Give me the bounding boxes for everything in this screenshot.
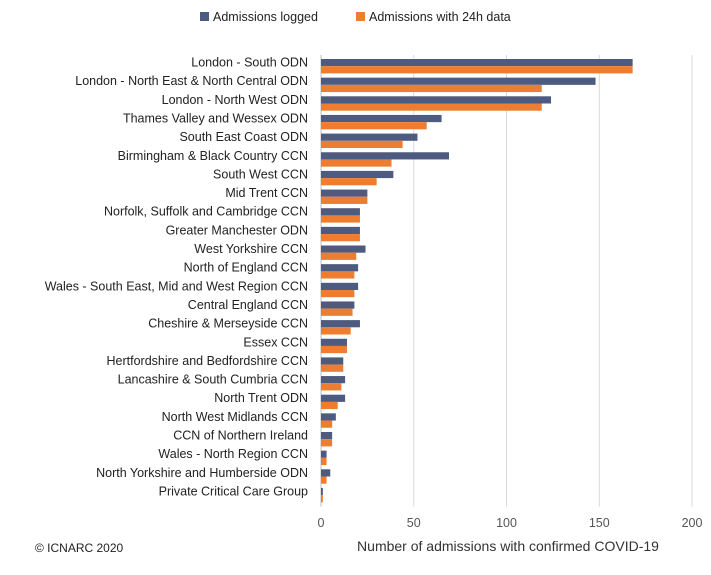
category-label: Wales - North Region CCN xyxy=(158,447,308,461)
bar-admissions-24h xyxy=(321,196,368,204)
bar-admissions-logged xyxy=(321,282,359,290)
bar-admissions-24h xyxy=(321,103,542,111)
bar-admissions-24h xyxy=(321,420,333,428)
bar-admissions-logged xyxy=(321,394,346,402)
bar-admissions-logged xyxy=(321,264,359,272)
bar-admissions-logged xyxy=(321,152,449,160)
grid-lines xyxy=(320,55,693,507)
bar-admissions-logged xyxy=(321,301,355,309)
bar-admissions-logged xyxy=(321,469,331,477)
category-label: London - North East & North Central ODN xyxy=(75,74,308,88)
legend-label: Admissions with 24h data xyxy=(369,10,511,24)
bar-admissions-logged xyxy=(321,357,344,365)
category-label: Norfolk, Suffolk and Cambridge CCN xyxy=(104,205,308,219)
category-label: Lancashire & South Cumbria CCN xyxy=(118,373,308,387)
bars xyxy=(321,59,633,503)
category-labels: London - South ODN London - North East & … xyxy=(45,56,308,499)
category-label: South East Coast ODN xyxy=(179,130,308,144)
bar-admissions-logged xyxy=(321,208,360,216)
bar-admissions-24h xyxy=(321,457,327,466)
category-label: Central England CCN xyxy=(188,298,308,312)
bar-admissions-logged xyxy=(321,413,336,421)
bar-admissions-24h xyxy=(321,327,351,335)
category-label: Mid Trent CCN xyxy=(225,186,308,200)
bar-admissions-24h xyxy=(321,234,360,242)
category-label: London - North West ODN xyxy=(162,93,308,107)
category-label: Hertfordshire and Bedfordshire CCN xyxy=(107,354,308,368)
bar-admissions-logged xyxy=(321,450,327,458)
x-tick-label: 200 xyxy=(682,516,703,530)
bar-admissions-24h xyxy=(321,345,347,354)
bar-admissions-logged xyxy=(321,226,360,235)
category-label: North of England CCN xyxy=(184,261,308,275)
bar-admissions-24h xyxy=(321,308,353,316)
legend: Admissions logged Admissions with 24h dat… xyxy=(200,10,511,24)
x-tick-labels: 0 50 100 150 200 xyxy=(318,516,703,530)
bar-admissions-24h xyxy=(321,215,360,223)
legend-swatch xyxy=(356,12,365,21)
x-axis-title: Number of admissions with confirmed COVI… xyxy=(357,538,659,554)
bar-admissions-24h xyxy=(321,159,392,167)
bar-admissions-24h xyxy=(321,439,333,447)
category-label: Private Critical Care Group xyxy=(159,484,308,498)
bar-admissions-24h xyxy=(321,178,377,186)
bar-admissions-24h xyxy=(321,140,403,148)
x-tick-label: 50 xyxy=(407,516,421,530)
bar-admissions-24h xyxy=(321,476,327,484)
category-label: CCN of Northern Ireland xyxy=(173,429,308,443)
legend-label: Admissions logged xyxy=(213,10,318,24)
x-tick-label: 150 xyxy=(589,516,610,530)
bar-admissions-24h xyxy=(321,84,542,93)
bar-admissions-logged xyxy=(321,96,552,104)
bar-admissions-24h xyxy=(321,122,427,130)
bar-admissions-24h xyxy=(321,271,355,279)
bar-admissions-logged xyxy=(321,338,347,346)
bar-admissions-logged xyxy=(321,320,360,328)
bar-admissions-logged xyxy=(321,376,346,384)
bar-admissions-24h xyxy=(321,383,342,391)
bar-admissions-logged xyxy=(321,245,366,253)
bar-admissions-24h xyxy=(321,495,323,503)
category-label: Thames Valley and Wessex ODN xyxy=(123,111,308,125)
category-label: Birmingham & Black Country CCN xyxy=(118,149,308,163)
category-label: Greater Manchester ODN xyxy=(166,223,308,237)
category-label: South West CCN xyxy=(213,167,308,181)
bar-admissions-logged xyxy=(321,487,323,496)
category-label: North Trent ODN xyxy=(214,391,308,405)
category-label: West Yorkshire CCN xyxy=(194,242,308,256)
x-tick-label: 0 xyxy=(318,516,325,530)
category-label: North West Midlands CCN xyxy=(162,410,308,424)
bar-admissions-logged xyxy=(321,114,442,123)
bar-admissions-24h xyxy=(321,252,357,260)
bar-admissions-24h xyxy=(321,290,355,298)
category-label: London - South ODN xyxy=(191,56,308,70)
bar-admissions-logged xyxy=(321,170,394,179)
bar-admissions-logged xyxy=(321,77,596,85)
category-label: North Yorkshire and Humberside ODN xyxy=(96,466,308,480)
x-tick-label: 100 xyxy=(496,516,517,530)
category-label: Wales - South East, Mid and West Region … xyxy=(45,279,308,293)
bar-admissions-logged xyxy=(321,432,333,440)
bar-admissions-logged xyxy=(321,133,418,141)
category-label: Cheshire & Merseyside CCN xyxy=(148,317,308,331)
legend-swatch xyxy=(200,12,209,21)
bar-admissions-24h xyxy=(321,364,344,372)
bar-admissions-24h xyxy=(321,401,338,410)
bar-admissions-logged xyxy=(321,59,633,67)
copyright-text: © ICNARC 2020 xyxy=(35,541,124,555)
category-label: Essex CCN xyxy=(243,335,308,349)
bar-admissions-24h xyxy=(321,66,633,74)
bar-admissions-logged xyxy=(321,189,368,197)
